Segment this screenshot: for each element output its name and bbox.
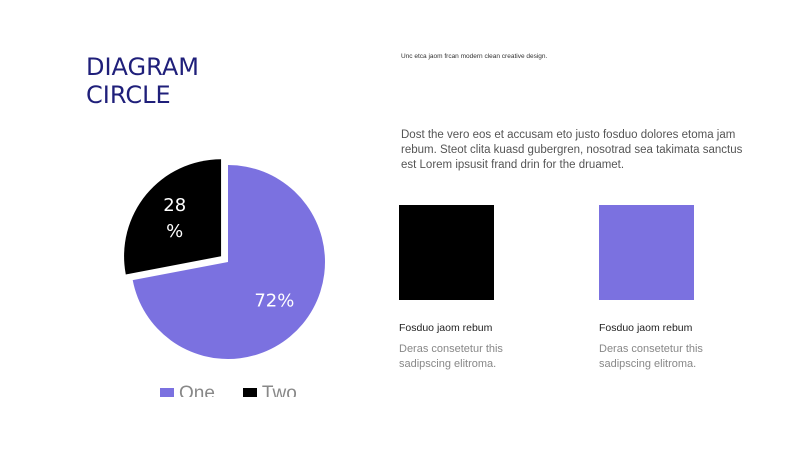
card-one-color-block [399,205,494,300]
title-line-1: DIAGRAM [86,53,199,81]
legend-label-two: Two [261,384,297,397]
tagline: Unc etca jaom frcan modern clean creativ… [401,53,548,60]
page-title: DIAGRAM CIRCLE [86,53,199,109]
pie-slice-two [124,159,222,275]
card-two-title: Fosduo jaom rebum [599,322,693,334]
card-two: Fosduo jaom rebum Deras consetetur this … [599,205,764,372]
title-line-2: CIRCLE [86,81,171,109]
legend-item-one: One [160,384,215,397]
card-one-text: Deras consetetur this sadipscing elitrom… [399,343,503,370]
card-one: Fosduo jaom rebum Deras consetetur this … [399,205,564,372]
card-one-title: Fosduo jaom rebum [399,322,493,334]
card-two-color-block [599,205,694,300]
pie-chart: 72% 28% [124,159,325,359]
legend-item-two: Two [242,384,297,397]
chart-legend: One Two [160,384,325,397]
legend-label-one: One [179,384,215,397]
pie-label-one: 72% [254,290,294,311]
pie-label-two: 28% [163,195,186,242]
legend-swatch-two [242,388,257,397]
body-paragraph: Dost the vero eos et accusam eto justo f… [401,129,743,171]
legend-swatch-one [160,388,174,397]
card-two-text: Deras consetetur this sadipscing elitrom… [599,343,703,370]
pie-slice-one [132,165,325,359]
